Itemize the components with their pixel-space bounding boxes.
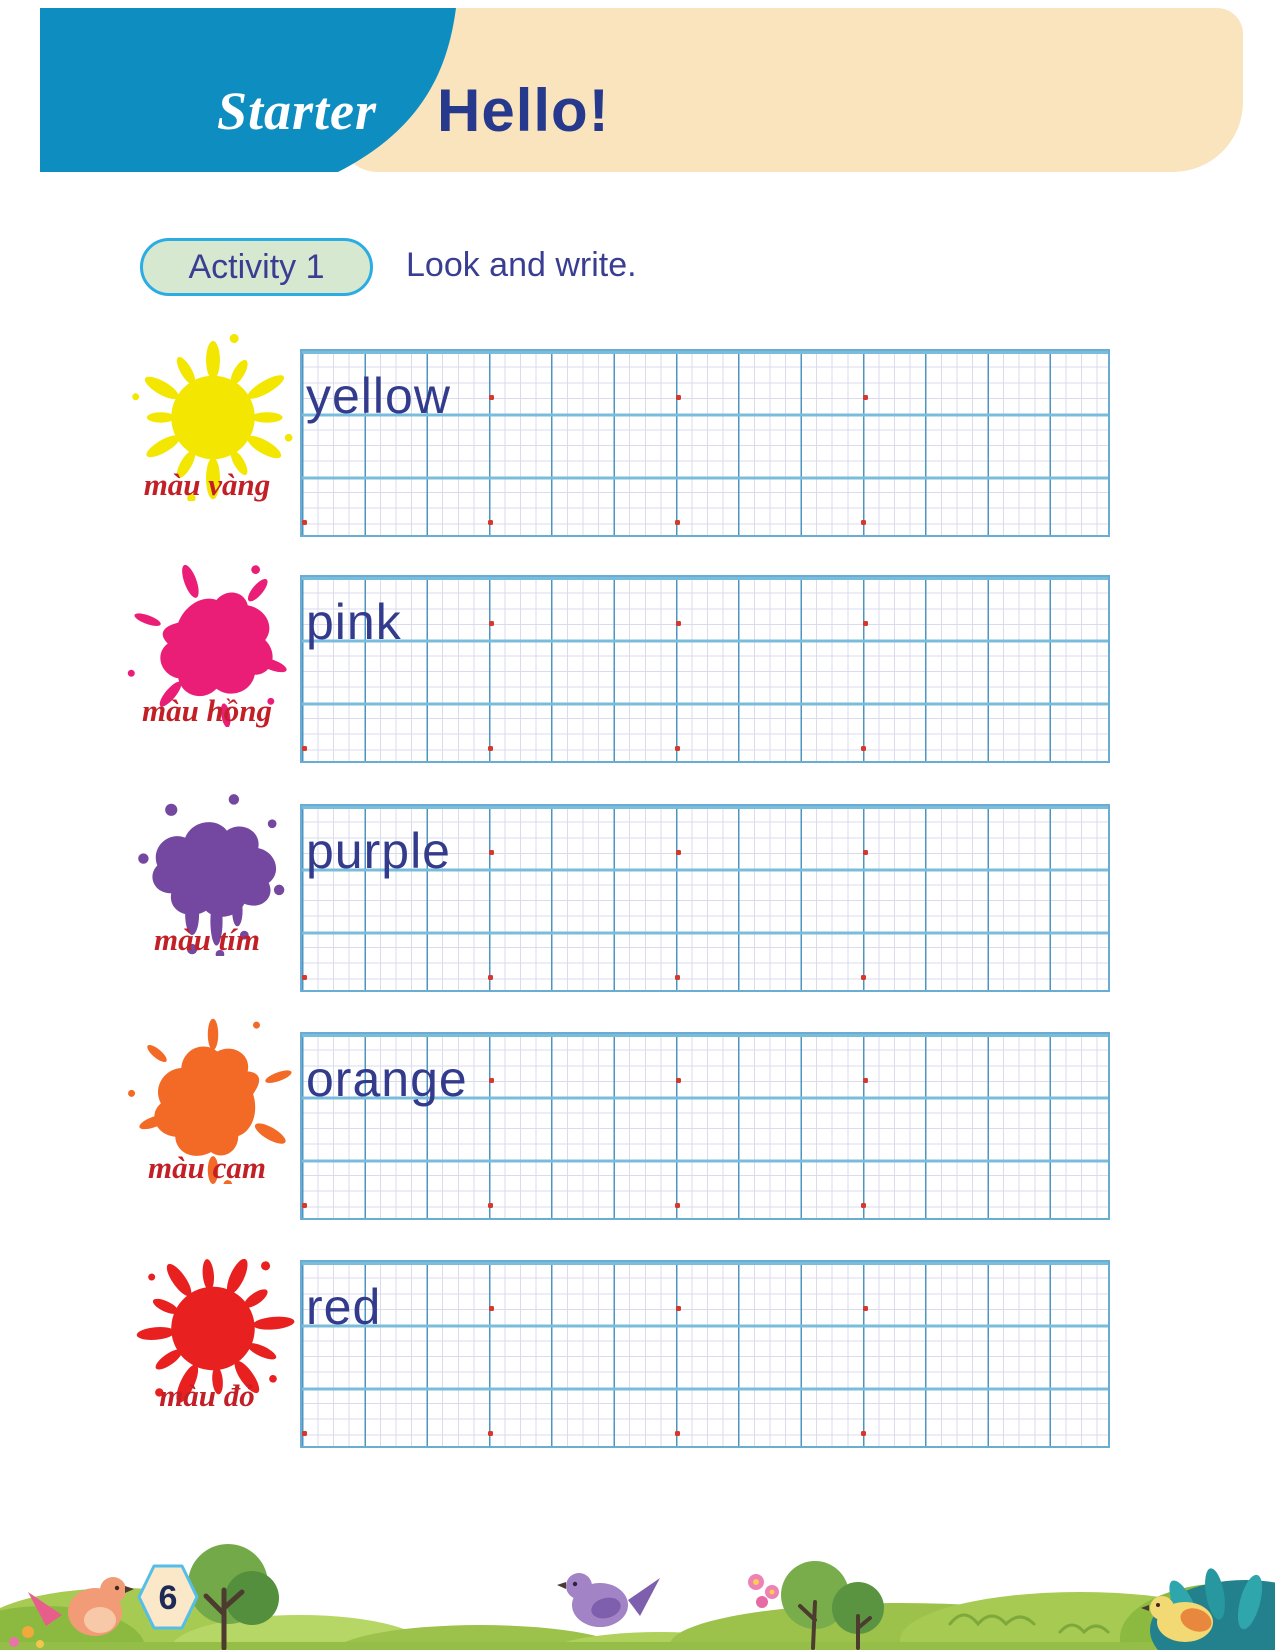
start-dot (676, 621, 681, 626)
start-dot (302, 746, 307, 751)
start-dot (488, 1203, 493, 1208)
start-dot (863, 621, 868, 626)
handwriting-grid: pink (300, 575, 1110, 763)
start-dot (675, 520, 680, 525)
start-dot (675, 1203, 680, 1208)
footer-decoration: 6 (0, 1544, 1275, 1650)
example-word: yellow (306, 368, 451, 424)
activity-instruction: Look and write. (406, 246, 637, 284)
color-row-red: màu đỏ red (0, 1238, 1275, 1448)
start-dot (861, 975, 866, 980)
start-dot (861, 1431, 866, 1436)
start-dot (863, 850, 868, 855)
handwriting-grid: red (300, 1260, 1110, 1448)
start-dot (675, 746, 680, 751)
start-dot (675, 975, 680, 980)
color-label-vietnamese: màu đỏ (159, 1378, 255, 1413)
activity-badge-label: Activity 1 (188, 247, 325, 286)
start-dot (863, 1306, 868, 1311)
header-panel (338, 8, 1243, 172)
page-title: Hello! (437, 77, 610, 144)
color-label-vietnamese: màu hồng (141, 693, 273, 728)
start-dot (861, 746, 866, 751)
start-dot (489, 621, 494, 626)
color-label-vietnamese: màu cam (148, 1150, 266, 1185)
color-row-pink: màu hồng pink (0, 562, 1275, 763)
page-number: 6 (159, 1579, 178, 1617)
start-dot (489, 1078, 494, 1083)
bird-icon (1141, 1596, 1213, 1642)
start-dot (488, 975, 493, 980)
handwriting-grid: yellow (300, 349, 1110, 537)
start-dot (861, 520, 866, 525)
color-row-yellow: màu vàng yellow (0, 332, 1275, 537)
start-dot (488, 520, 493, 525)
unit-label: Starter (216, 81, 378, 141)
handwriting-grid: purple (300, 804, 1110, 992)
start-dot (489, 850, 494, 855)
start-dot (676, 1306, 681, 1311)
start-dot (676, 395, 681, 400)
activity-badge: Activity 1 (140, 238, 373, 296)
start-dot (861, 1203, 866, 1208)
example-word: pink (306, 594, 402, 650)
example-word: red (306, 1279, 382, 1335)
start-dot (489, 395, 494, 400)
start-dot (488, 1431, 493, 1436)
tree-icon (781, 1561, 884, 1650)
start-dot (488, 746, 493, 751)
start-dot (302, 1203, 307, 1208)
start-dot (863, 395, 868, 400)
start-dot (863, 1078, 868, 1083)
start-dot (675, 1431, 680, 1436)
tree-icon (188, 1544, 279, 1650)
start-dot (302, 520, 307, 525)
start-dot (676, 1078, 681, 1083)
start-dot (676, 850, 681, 855)
color-row-orange: màu cam orange (0, 1010, 1275, 1220)
bird-icon (557, 1573, 660, 1627)
flowers-icon (9, 1574, 779, 1648)
example-word: orange (306, 1051, 468, 1107)
color-row-purple: màu tím purple (0, 794, 1275, 992)
color-label-vietnamese: màu tím (154, 922, 260, 957)
color-label-vietnamese: màu vàng (143, 467, 271, 502)
page-number-badge: 6 (137, 1564, 199, 1630)
unit-banner (40, 8, 456, 172)
start-dot (302, 975, 307, 980)
start-dot (302, 1431, 307, 1436)
example-word: purple (306, 823, 451, 879)
handwriting-grid: orange (300, 1032, 1110, 1220)
start-dot (489, 1306, 494, 1311)
bird-icon (28, 1577, 134, 1636)
